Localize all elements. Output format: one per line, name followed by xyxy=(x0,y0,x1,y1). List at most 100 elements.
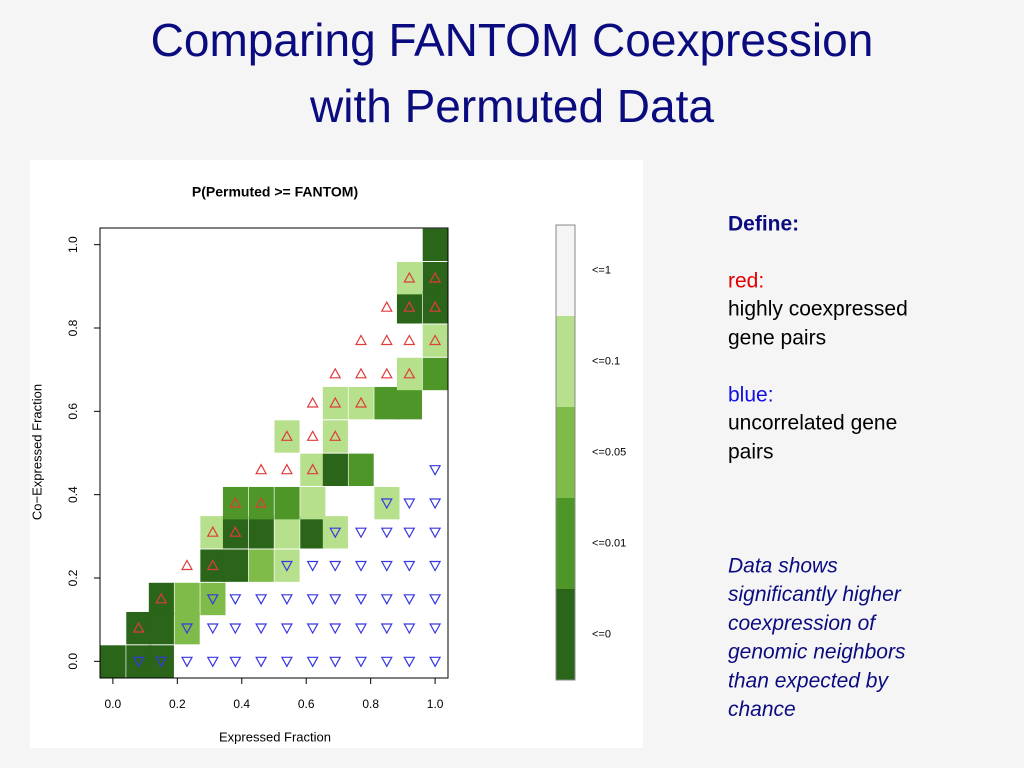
triangle-up xyxy=(306,430,319,441)
triangle-down xyxy=(380,594,393,606)
y-tick-label: 0.4 xyxy=(66,486,80,503)
triangle-up xyxy=(329,430,342,441)
triangle-up xyxy=(206,559,219,571)
blue-text: pairs xyxy=(728,441,774,464)
triangle-down xyxy=(329,623,342,635)
triangle-down xyxy=(429,656,442,668)
heat-cell xyxy=(322,386,348,420)
triangle-down xyxy=(354,656,368,668)
triangle-down xyxy=(132,656,145,668)
heat-cell xyxy=(396,357,423,391)
triangle-down xyxy=(306,656,319,668)
heat-cell xyxy=(200,516,226,549)
triangle-up xyxy=(255,496,268,508)
triangle-up xyxy=(229,525,242,537)
x-tick-label: 0.0 xyxy=(105,697,122,711)
heat-cell xyxy=(348,453,374,487)
triangle-down xyxy=(429,560,442,572)
triangle-down xyxy=(180,623,194,635)
triangle-down xyxy=(403,498,416,510)
triangle-up xyxy=(429,271,442,283)
heat-cell xyxy=(222,516,249,549)
triangle-down xyxy=(429,594,442,606)
triangle-down xyxy=(280,656,293,668)
slide-title: Comparing FANTOM Coexpression xyxy=(151,14,874,66)
note: Data shows significantly higher coexpressi… xyxy=(728,555,906,722)
triangle-down xyxy=(255,594,268,606)
define-label: Define: xyxy=(728,213,799,236)
colorbar-frame xyxy=(555,224,576,681)
triangle-down xyxy=(329,560,342,572)
triangle-down xyxy=(329,656,342,668)
note-line: coexpression of xyxy=(728,612,877,635)
triangle-up xyxy=(403,300,416,312)
triangle-down xyxy=(380,623,393,635)
heat-cell xyxy=(422,324,448,357)
heat-cell xyxy=(126,645,152,678)
colorbar-segment xyxy=(556,316,575,407)
blue-label: blue: xyxy=(728,384,774,407)
triangle-down xyxy=(306,623,319,635)
heat-cell xyxy=(422,357,448,391)
heat-cell xyxy=(422,261,448,295)
triangle-down xyxy=(306,594,319,606)
heat-cell xyxy=(200,549,226,582)
triangle-down xyxy=(403,560,416,572)
triangle-down xyxy=(306,560,319,572)
heat-cell xyxy=(174,582,200,616)
triangle-down xyxy=(429,623,442,635)
colorbar-label: <=0.05 xyxy=(592,446,626,458)
x-axis-label: Expressed Fraction xyxy=(219,729,331,744)
red-text: gene pairs xyxy=(728,327,826,350)
triangle-up xyxy=(329,367,342,379)
heat-cell xyxy=(274,486,300,520)
x-tick-label: 0.6 xyxy=(298,697,315,711)
heat-cell xyxy=(374,386,400,420)
heat-cell xyxy=(222,486,249,520)
y-tick-label: 0.0 xyxy=(66,653,80,670)
triangle-up xyxy=(155,592,168,604)
triangle-up xyxy=(280,463,293,475)
triangle-up xyxy=(354,396,368,408)
heat-cell xyxy=(274,420,300,453)
x-tick-label: 0.8 xyxy=(362,697,379,711)
heat-cell xyxy=(248,516,274,549)
triangle-down xyxy=(206,656,219,668)
y-tick-label: 1.0 xyxy=(66,236,80,253)
triangle-up xyxy=(329,396,342,408)
triangle-down xyxy=(206,623,219,635)
triangle-down xyxy=(403,623,416,635)
triangle-down xyxy=(380,560,393,572)
y-tick-label: 0.2 xyxy=(66,569,80,586)
triangle-up xyxy=(403,334,416,346)
triangle-down xyxy=(329,594,342,606)
triangle-down xyxy=(354,527,368,539)
triangle-down xyxy=(229,594,242,606)
red-text: highly coexpressed xyxy=(728,298,908,321)
colorbar-segment xyxy=(556,407,575,498)
y-tick-label: 0.8 xyxy=(66,319,80,336)
triangle-down xyxy=(403,656,416,668)
triangle-down xyxy=(380,656,393,668)
triangle-down xyxy=(155,656,168,668)
triangle-up xyxy=(403,367,416,379)
heat-cell xyxy=(300,486,326,520)
chart-title: P(Permuted >= FANTOM) xyxy=(192,184,358,200)
note-line: Data shows xyxy=(728,555,838,578)
heat-cell xyxy=(322,516,348,549)
triangle-up xyxy=(229,496,242,508)
triangle-down xyxy=(380,498,393,510)
slide-title: with Permuted Data xyxy=(309,80,714,132)
triangle-down xyxy=(280,560,293,572)
colorbar-label: <=0.1 xyxy=(592,355,620,367)
blue-text: uncorrelated gene xyxy=(728,412,897,435)
triangle-down xyxy=(380,527,393,539)
y-axis-label: Co−Expressed Fraction xyxy=(29,384,44,520)
triangle-down xyxy=(354,594,368,606)
colorbar-segment xyxy=(556,589,575,680)
heat-cell xyxy=(374,486,400,520)
heat-cell xyxy=(348,386,374,420)
triangle-up xyxy=(255,463,268,475)
red-label: red: xyxy=(728,270,764,293)
